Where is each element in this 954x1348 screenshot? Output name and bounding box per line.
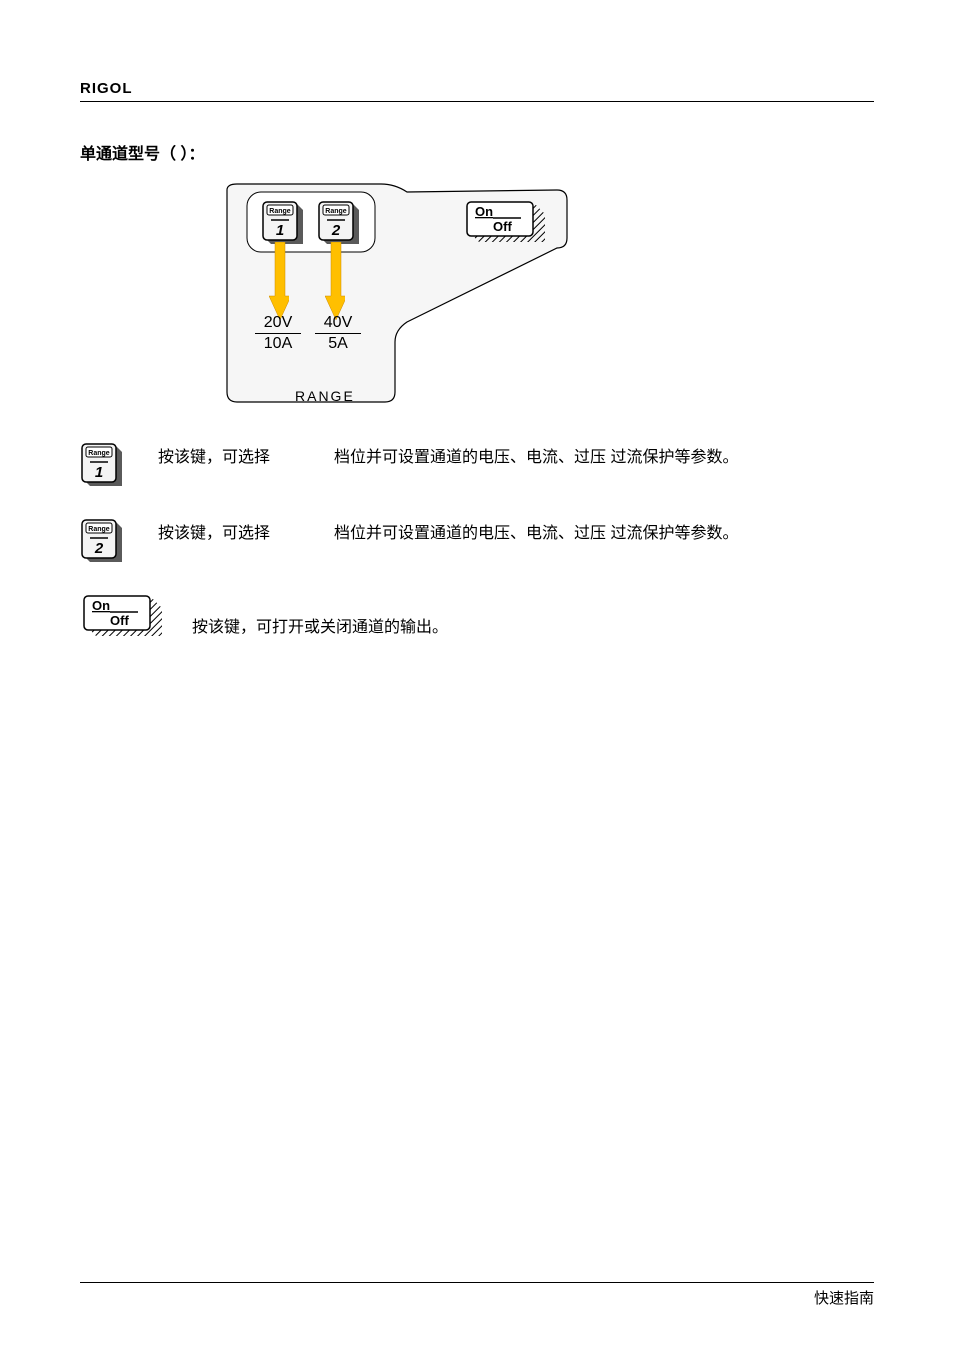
footer-right: 快速指南 bbox=[814, 1287, 874, 1308]
brand-label: RIGOL bbox=[80, 80, 874, 97]
onoff-desc-text: 按该键，可打开或关闭通道的输出。 bbox=[192, 594, 874, 643]
page-footer: 快速指南 bbox=[80, 1282, 874, 1308]
diagram-container: Range 1 Range 2 bbox=[80, 182, 874, 412]
range1-label-text: Range bbox=[269, 208, 291, 215]
pointer-range1 bbox=[269, 242, 289, 322]
range2-current: 5A bbox=[328, 335, 348, 352]
svg-text:Off: Off bbox=[110, 613, 129, 628]
svg-text:Range: Range bbox=[88, 450, 110, 457]
onoff-on-text: On bbox=[475, 204, 493, 219]
pointer-range2 bbox=[325, 242, 345, 322]
header-rule bbox=[80, 101, 874, 102]
section-title-suffix: ）： bbox=[180, 146, 204, 163]
range1-voltage: 20V bbox=[264, 314, 292, 331]
range1-desc-text: 按该键，可选择 档位并可设置通道的电压、电流、过压 过流保护等参数。 bbox=[158, 442, 874, 473]
panel-range-label: RANGE bbox=[295, 388, 355, 404]
range2-inline-icon: Range 2 bbox=[80, 518, 124, 566]
range2-button-graphic: Range 2 bbox=[317, 200, 361, 248]
range2-label-text: Range bbox=[325, 208, 347, 215]
svg-text:Range: Range bbox=[88, 526, 110, 533]
section-title: 单通道型号（ ）： bbox=[80, 140, 874, 164]
panel-diagram: Range 1 Range 2 bbox=[217, 182, 737, 412]
range1-inline-icon: Range 1 bbox=[80, 442, 124, 490]
svg-text:1: 1 bbox=[95, 464, 103, 481]
svg-text:2: 2 bbox=[94, 540, 104, 557]
desc-row-onoff: On Off 按该键，可打开或关闭通道的输出。 bbox=[80, 594, 874, 643]
page: RIGOL 单通道型号（ ）： Range bbox=[0, 0, 954, 1348]
page-header: RIGOL bbox=[80, 80, 874, 102]
onoff-off-text: Off bbox=[493, 219, 512, 234]
range2-spec: 40V 5A bbox=[315, 314, 361, 352]
range2-icon-col: Range 2 bbox=[80, 518, 136, 566]
range1-current: 10A bbox=[264, 335, 292, 352]
range2-desc-text: 按该键，可选择 档位并可设置通道的电压、电流、过压 过流保护等参数。 bbox=[158, 518, 874, 549]
onoff-icon-col: On Off bbox=[80, 594, 170, 640]
footer-row: 快速指南 bbox=[80, 1287, 874, 1308]
onoff-inline-icon: On Off bbox=[80, 594, 164, 640]
range1-spec: 20V 10A bbox=[255, 314, 301, 352]
desc-row-range2: Range 2 按该键，可选择 档位并可设置通道的电压、电流、过压 过流保护等参… bbox=[80, 518, 874, 566]
range1-button-graphic: Range 1 bbox=[261, 200, 305, 248]
range1-icon-col: Range 1 bbox=[80, 442, 136, 490]
footer-rule bbox=[80, 1282, 874, 1283]
section-title-prefix: 单通道型号（ bbox=[80, 146, 176, 163]
desc-row-range1: Range 1 按该键，可选择 档位并可设置通道的电压、电流、过压 过流保护等参… bbox=[80, 442, 874, 490]
onoff-button-graphic: On Off bbox=[463, 200, 547, 246]
range1-frac-line bbox=[255, 333, 301, 334]
range1-number: 1 bbox=[276, 222, 284, 239]
range2-frac-line bbox=[315, 333, 361, 334]
range2-number: 2 bbox=[331, 222, 341, 239]
svg-text:On: On bbox=[92, 598, 110, 613]
range2-voltage: 40V bbox=[324, 314, 352, 331]
